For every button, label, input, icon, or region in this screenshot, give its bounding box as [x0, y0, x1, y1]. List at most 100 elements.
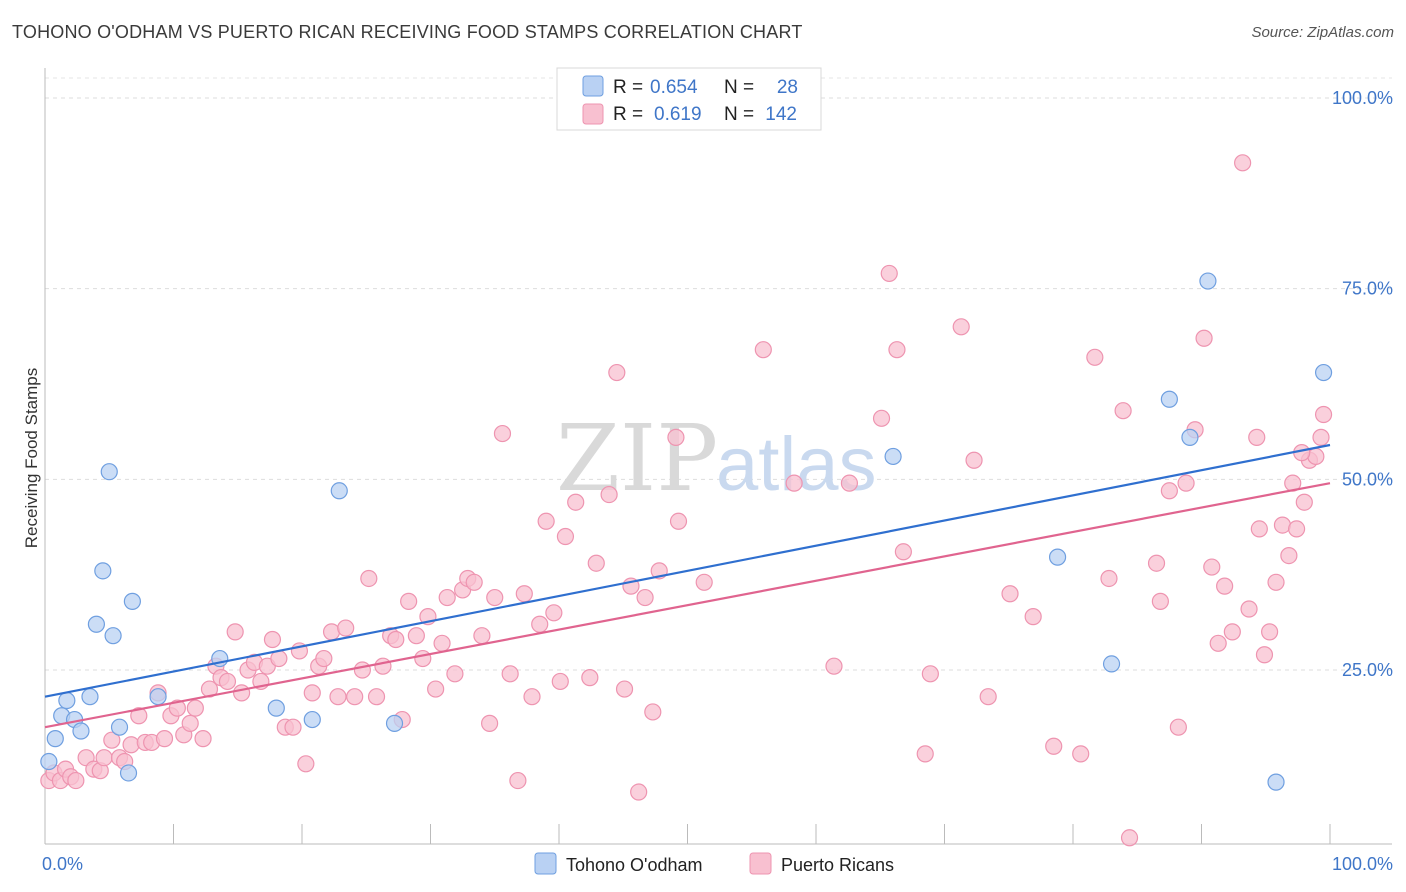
puerto-rican-point-137 — [1307, 447, 1325, 466]
legend-n-value-1: 142 — [765, 104, 797, 125]
puerto-rican-point-121 — [1203, 558, 1221, 576]
bottom-legend: Tohono O'odham Puerto Ricans — [534, 852, 894, 875]
legend-box: R = 0.654 N = 28 R = 0.619 N = 142 — [556, 67, 822, 131]
puerto-rican-point-129 — [1261, 623, 1279, 641]
puerto-rican-point-88 — [644, 703, 662, 721]
puerto-rican-point-90 — [667, 428, 685, 446]
puerto-rican-point-105 — [979, 688, 997, 706]
tohono-point-21 — [1048, 548, 1067, 566]
puerto-rican-point-41 — [303, 684, 321, 702]
tohono-trend-line — [44, 443, 1331, 698]
puerto-rican-point-97 — [872, 409, 891, 427]
puerto-rican-point-92 — [695, 573, 713, 591]
puerto-rican-point-102 — [921, 665, 939, 683]
puerto-rican-point-125 — [1234, 154, 1252, 172]
y-tick-label-3: 100.0% — [1332, 88, 1393, 108]
puerto-rican-point-120 — [1195, 329, 1213, 347]
puerto-rican-point-114 — [1147, 554, 1166, 572]
chart-title: TOHONO O'ODHAM VS PUERTO RICAN RECEIVING… — [12, 22, 803, 42]
puerto-rican-point-23 — [186, 699, 204, 717]
tohono-point-24 — [1181, 428, 1199, 446]
tohono-point-5 — [72, 722, 90, 740]
puerto-rican-point-122 — [1209, 634, 1227, 652]
trend-lines — [44, 443, 1331, 729]
puerto-rican-point-18 — [155, 730, 174, 748]
puerto-rican-point-132 — [1280, 546, 1298, 565]
puerto-rican-point-112 — [1114, 402, 1132, 420]
puerto-rican-point-61 — [438, 588, 456, 607]
tohono-point-8 — [94, 562, 112, 580]
tohono-point-16 — [267, 699, 285, 717]
puerto-rican-point-40 — [297, 755, 315, 773]
puerto-rican-point-44 — [322, 623, 341, 641]
puerto-rican-point-124 — [1223, 623, 1241, 641]
puerto-rican-point-134 — [1287, 520, 1306, 538]
puerto-rican-point-86 — [630, 783, 648, 801]
puerto-rican-point-29 — [226, 623, 244, 641]
puerto-rican-point-46 — [337, 619, 355, 637]
puerto-rican-point-98 — [880, 264, 898, 283]
tohono-point-0 — [40, 752, 58, 771]
puerto-rican-point-20 — [168, 699, 186, 717]
tohono-point-3 — [58, 691, 76, 710]
tohono-point-1 — [46, 730, 64, 748]
tohono-point-10 — [104, 627, 122, 645]
puerto-rican-point-94 — [785, 474, 803, 492]
puerto-rican-point-35 — [263, 630, 282, 649]
bottom-legend-label-1: Puerto Ricans — [781, 855, 894, 875]
puerto-rican-point-126 — [1240, 600, 1258, 618]
puerto-rican-point-108 — [1045, 737, 1063, 755]
puerto-rican-point-96 — [840, 474, 859, 492]
bottom-legend-swatch-0 — [534, 852, 557, 875]
axes — [44, 68, 1392, 845]
source-credit: Source: ZipAtlas.com — [1251, 24, 1394, 41]
tohono-point-27 — [1267, 773, 1285, 791]
puerto-rican-point-53 — [387, 630, 405, 649]
puerto-rican-point-62 — [446, 665, 464, 683]
puerto-rican-point-45 — [329, 688, 347, 706]
puerto-rican-point-104 — [965, 451, 983, 469]
puerto-rican-point-101 — [916, 745, 934, 763]
puerto-rican-point-78 — [556, 527, 575, 546]
puerto-rican-point-70 — [501, 665, 519, 683]
puerto-rican-point-68 — [486, 588, 504, 607]
puerto-rican-point-82 — [600, 485, 618, 504]
puerto-rican-point-87 — [636, 588, 654, 607]
puerto-rican-point-5 — [67, 771, 85, 790]
puerto-rican-point-71 — [509, 771, 527, 790]
puerto-rican-point-56 — [407, 627, 425, 645]
puerto-rican-point-80 — [581, 669, 599, 687]
puerto-rican-point-14 — [130, 707, 148, 725]
tohono-point-11 — [110, 718, 129, 736]
tohono-point-22 — [1102, 655, 1121, 673]
tohono-point-25 — [1199, 272, 1217, 290]
puerto-rican-point-79 — [567, 493, 585, 511]
puerto-rican-point-103 — [952, 318, 970, 336]
puerto-rican-point-49 — [360, 569, 378, 588]
puerto-rican-point-59 — [427, 680, 445, 698]
puerto-rican-point-28 — [218, 672, 237, 691]
puerto-rican-point-84 — [615, 680, 634, 698]
puerto-rican-point-131 — [1273, 516, 1292, 534]
legend-r-value-0: 0.654 — [650, 77, 698, 98]
tohono-point-20 — [884, 447, 902, 466]
puerto-rican-point-13 — [122, 736, 140, 754]
legend-n-label-0: N = — [724, 77, 754, 98]
puerto-rican-point-30 — [233, 684, 251, 702]
legend-n-value-0: 28 — [777, 77, 798, 98]
puerto-rican-point-75 — [537, 512, 555, 530]
puerto-rican-point-47 — [346, 688, 364, 706]
y-tick-labels: 25.0% 50.0% 75.0% 100.0% — [1332, 88, 1393, 680]
puerto-rican-point-106 — [1001, 585, 1019, 603]
legend-swatch-1 — [582, 103, 604, 125]
puerto-rican-point-107 — [1024, 608, 1042, 626]
x-tick-labels: 0.0% 100.0% — [42, 854, 1393, 874]
puerto-rican-point-138 — [1312, 428, 1330, 446]
puerto-rican-point-9 — [95, 749, 113, 767]
puerto-rican-point-38 — [284, 718, 302, 736]
puerto-rican-point-81 — [587, 554, 605, 572]
puerto-rican-point-50 — [367, 688, 386, 706]
y-axis-label: Receiving Food Stamps — [22, 368, 41, 548]
bottom-legend-label-0: Tohono O'odham — [566, 855, 703, 875]
